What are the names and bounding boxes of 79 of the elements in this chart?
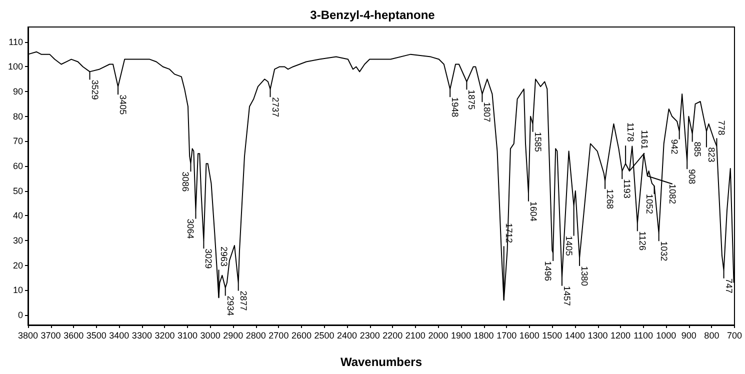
y-tick-label: 90 — [12, 86, 23, 97]
x-tick-label: 1400 — [564, 330, 585, 340]
x-tick-label: 1100 — [634, 330, 654, 340]
x-tick-label: 700 — [726, 330, 742, 340]
x-tick-label: 2200 — [382, 330, 403, 340]
annotation: 1193 — [622, 179, 632, 198]
x-tick-label: 3500 — [86, 330, 106, 340]
annotation: 3086 — [180, 172, 191, 192]
annotation: 2877 — [238, 290, 248, 311]
annotation: 942 — [669, 139, 680, 154]
x-tick-label: 1200 — [610, 330, 631, 340]
x-tick-label: 2600 — [291, 330, 312, 340]
annotation: 1126 — [637, 231, 648, 251]
annotation: 1161 — [639, 130, 650, 150]
x-tick-label: 2900 — [223, 330, 244, 340]
annotation: 3405 — [118, 94, 128, 115]
annotation: 3529 — [90, 80, 100, 100]
x-tick-label: 1000 — [656, 330, 676, 340]
x-tick-label: 2400 — [337, 330, 358, 340]
x-tick-label: 3100 — [178, 330, 198, 340]
x-tick-label: 3300 — [132, 330, 152, 340]
annotation: 908 — [687, 169, 698, 184]
annotation: 1457 — [562, 286, 572, 306]
y-tick-label: 70 — [12, 136, 23, 146]
annotation: 1807 — [482, 102, 492, 122]
annotation: 3064 — [186, 218, 196, 239]
annotation: 1380 — [580, 266, 590, 286]
x-tick-label: 2100 — [405, 330, 426, 340]
y-tick-label: 20 — [12, 260, 23, 270]
x-tick-label: 2800 — [246, 330, 266, 340]
annotation: 1875 — [466, 90, 477, 110]
annotation: 1032 — [658, 241, 669, 262]
y-tick-label: 30 — [12, 236, 23, 246]
x-tick-label: 2500 — [314, 330, 334, 340]
y-tick-label: 0 — [18, 310, 23, 320]
x-tick-label: 1500 — [542, 330, 562, 340]
annotation: 2963 — [218, 246, 229, 267]
annotation: 2737 — [270, 97, 280, 118]
y-tick-label: 100 — [8, 62, 23, 72]
annotation: 1604 — [528, 201, 538, 222]
x-tick-label: 1700 — [496, 330, 517, 340]
y-tick-label: 40 — [12, 210, 23, 221]
y-tick-label: 50 — [12, 186, 23, 196]
y-tick-label: 10 — [12, 285, 23, 296]
x-tick-label: 800 — [704, 330, 720, 340]
x-tick-label: 1600 — [519, 330, 540, 340]
x-tick-label: 1900 — [450, 330, 472, 340]
annotation: 2934 — [225, 296, 236, 316]
x-tick-label: 3200 — [154, 330, 175, 340]
x-tick-label: 3000 — [200, 330, 220, 340]
x-tick-label: 3800 — [18, 330, 38, 340]
annotation: 1082 — [667, 184, 678, 204]
annotation: 778 — [716, 120, 727, 136]
chart-title: 3-Benzyl-4-heptanone — [310, 8, 436, 22]
x-tick-label: 2700 — [268, 330, 289, 340]
x-axis-title: Wavenumbers — [340, 355, 422, 369]
annotation: 1052 — [644, 194, 654, 214]
x-tick-label: 3400 — [109, 330, 130, 340]
x-tick-label: 2300 — [360, 330, 380, 340]
x-tick-label: 1800 — [474, 330, 494, 340]
annotation: 1496 — [543, 260, 554, 282]
annotation: 885 — [692, 142, 702, 157]
annotation: 1585 — [532, 132, 543, 152]
x-tick-label: 3600 — [64, 330, 84, 340]
x-tick-label: 2000 — [428, 330, 448, 340]
x-tick-label: 1300 — [588, 330, 608, 340]
y-tick-label: 60 — [12, 161, 23, 172]
y-tick-label: 110 — [8, 36, 23, 47]
annotation: 1712 — [504, 222, 514, 243]
annotation: 3029 — [204, 248, 214, 269]
y-tick-label: 80 — [12, 111, 23, 122]
annotation: 823 — [706, 147, 716, 162]
annotation: 747 — [724, 278, 734, 294]
x-tick-label: 3700 — [40, 330, 61, 340]
x-tick-label: 900 — [681, 330, 696, 340]
annotation: 1948 — [450, 97, 460, 118]
annotation: 1268 — [605, 188, 616, 209]
annotation: 1178 — [626, 122, 636, 142]
annotation: 1405 — [564, 236, 574, 256]
